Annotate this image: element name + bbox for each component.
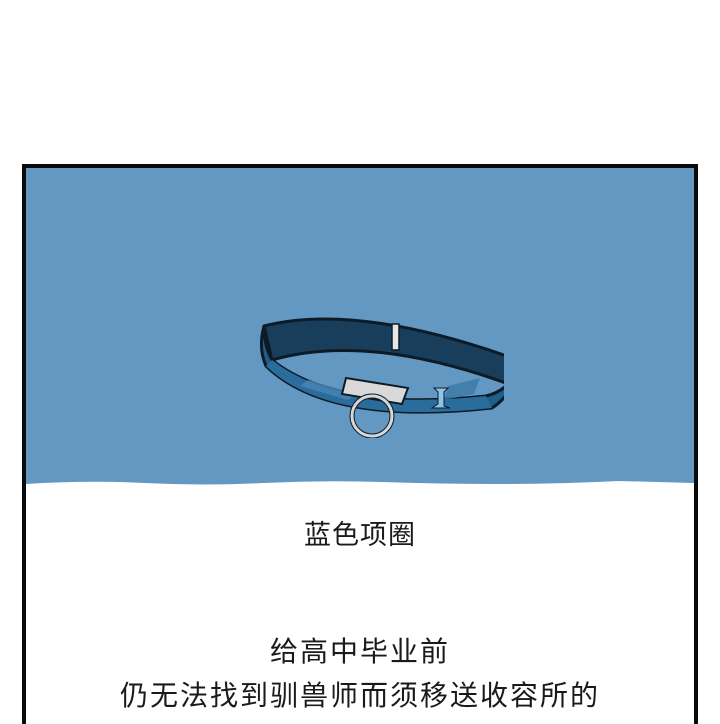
background-edge [26,481,694,498]
narration-line-2: 仍无法找到驯兽师而须移送收容所的 [119,679,600,712]
narration-line-1: 给高中毕业前 [269,635,450,668]
blue-collar-icon [259,317,504,438]
item-name: 蓝色项圈 [304,520,416,551]
comic-panel: 蓝色项圈 给高中毕业前 仍无法找到驯兽师而须移送收容所的 [22,164,698,724]
